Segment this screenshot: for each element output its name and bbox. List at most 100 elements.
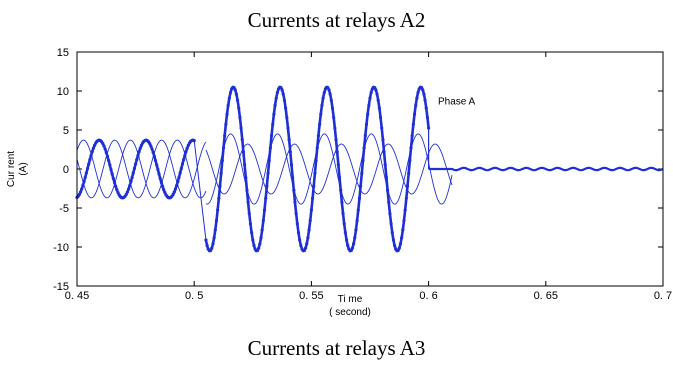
data-point xyxy=(388,212,392,216)
data-point xyxy=(361,158,365,163)
data-point xyxy=(235,98,240,102)
data-point xyxy=(336,163,340,167)
data-point xyxy=(259,236,263,240)
data-point xyxy=(111,176,115,180)
data-point xyxy=(403,208,407,212)
data-point xyxy=(84,171,88,175)
data-point xyxy=(243,163,247,167)
data-point xyxy=(85,166,90,171)
data-point xyxy=(374,88,378,92)
data-point xyxy=(412,112,417,116)
data-point xyxy=(312,184,316,188)
data-point xyxy=(321,96,325,100)
data-point xyxy=(401,228,405,232)
data-point xyxy=(211,242,215,246)
y-tick-label: 10 xyxy=(57,86,69,98)
annotation-phase-a: Phase A xyxy=(438,96,476,107)
data-point xyxy=(248,222,253,226)
data-point xyxy=(322,90,326,95)
chart-caption-bottom: Currents at relays A3 xyxy=(247,336,426,360)
data-point xyxy=(291,175,295,180)
data-point xyxy=(382,150,386,154)
data-point xyxy=(346,243,350,248)
data-point xyxy=(334,138,338,142)
data-point xyxy=(318,122,322,126)
data-point xyxy=(271,122,275,126)
data-point xyxy=(408,158,412,163)
data-point xyxy=(333,126,337,130)
data-point xyxy=(134,162,138,166)
data-point xyxy=(237,106,241,110)
data-point xyxy=(357,196,362,200)
data-point xyxy=(415,96,419,100)
data-point xyxy=(337,175,342,180)
data-point xyxy=(247,212,251,216)
data-point xyxy=(107,158,111,163)
data-point xyxy=(179,166,183,171)
y-tick-label: -5 xyxy=(59,203,69,215)
data-point xyxy=(114,184,118,188)
data-point xyxy=(316,134,321,138)
data-point xyxy=(110,172,114,176)
data-point xyxy=(308,218,312,223)
chart-caption-top: Currents at relays A2 xyxy=(247,8,426,32)
data-point xyxy=(287,138,291,142)
data-point xyxy=(185,146,189,150)
series-transition xyxy=(193,140,207,240)
data-point xyxy=(344,238,349,242)
data-point xyxy=(293,200,297,204)
data-point xyxy=(109,167,113,172)
data-point xyxy=(314,158,318,163)
data-point xyxy=(341,212,345,216)
data-point xyxy=(320,103,324,107)
data-point xyxy=(83,175,87,180)
data-point xyxy=(294,212,298,216)
data-point xyxy=(217,196,221,200)
data-point xyxy=(108,163,112,167)
data-point xyxy=(288,150,292,154)
data-point xyxy=(88,158,92,162)
data-point xyxy=(138,146,142,150)
data-point xyxy=(132,166,137,171)
data-point xyxy=(155,163,159,167)
data-point xyxy=(234,92,238,96)
x-tick-label: 0. 5 xyxy=(185,290,203,302)
data-point xyxy=(214,218,219,223)
data-point xyxy=(115,188,119,192)
data-point xyxy=(280,88,284,92)
data-point xyxy=(275,90,280,95)
data-point xyxy=(252,243,256,248)
data-point xyxy=(390,231,394,235)
y-tick-label: 0 xyxy=(63,164,69,176)
data-point xyxy=(378,115,383,120)
data-point xyxy=(90,150,94,154)
data-point xyxy=(216,208,220,212)
data-point xyxy=(407,171,411,175)
data-point xyxy=(258,242,262,246)
data-point xyxy=(272,112,276,116)
data-point xyxy=(410,134,414,138)
data-point xyxy=(78,190,83,194)
data-point xyxy=(224,122,228,126)
data-point xyxy=(367,103,371,107)
data-point xyxy=(296,231,301,235)
data-point xyxy=(262,208,267,212)
data-point xyxy=(240,138,244,142)
data-point xyxy=(330,106,335,110)
data-point xyxy=(375,92,379,96)
data-point xyxy=(286,126,290,130)
data-point xyxy=(423,98,427,102)
data-point xyxy=(400,236,404,240)
data-point xyxy=(405,184,410,188)
data-point xyxy=(182,158,186,162)
data-point xyxy=(233,88,237,92)
data-point xyxy=(342,222,346,226)
data-point xyxy=(227,96,231,100)
data-point xyxy=(303,246,308,250)
tick-layer: 0. 45 0. 5 0. 55 0. 6 0. 65 0. 7 -15 -10 -5 0 5 10 1… xyxy=(53,47,672,302)
y-tick-label: -10 xyxy=(53,242,69,254)
data-point xyxy=(213,228,217,232)
data-point xyxy=(178,171,182,175)
data-point xyxy=(228,90,233,95)
data-point xyxy=(149,144,153,148)
